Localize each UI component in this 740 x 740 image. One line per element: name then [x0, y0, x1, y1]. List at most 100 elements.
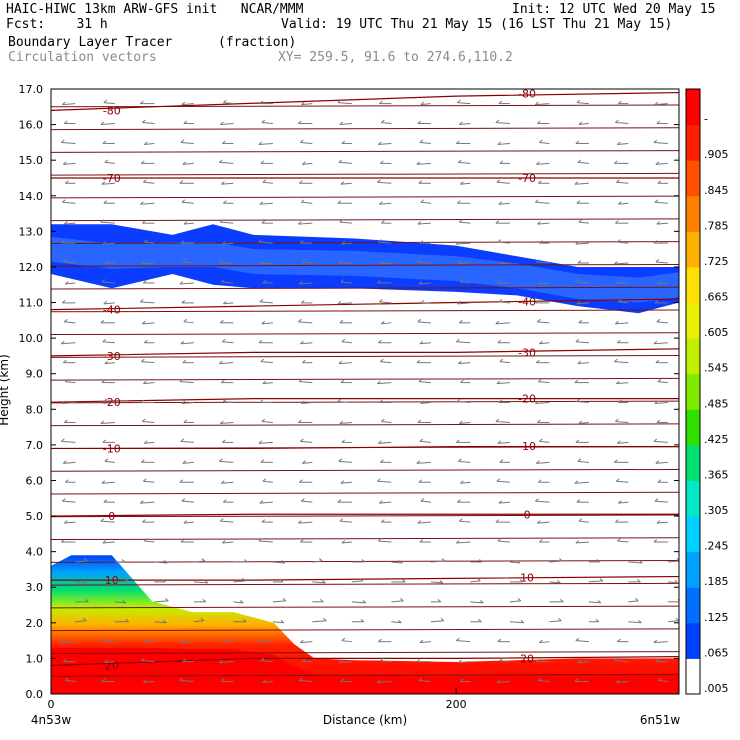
circulation-vector-head: [143, 638, 148, 643]
circulation-vector-head: [597, 599, 602, 604]
circulation-vector: [667, 581, 678, 584]
circulation-vector: [341, 242, 352, 245]
circulation-vector: [458, 161, 471, 164]
temperature-contour-label: -70: [518, 172, 536, 185]
circulation-vector-head: [402, 579, 406, 583]
circulation-vector-head: [104, 260, 109, 264]
circulation-vector-head: [362, 599, 367, 604]
circulation-vector: [657, 282, 668, 285]
circulation-vector-head: [538, 479, 542, 483]
colorbar-segment: [686, 373, 700, 410]
circulation-vector-head: [103, 99, 108, 103]
circulation-vector-head: [535, 300, 539, 304]
circulation-vector: [65, 381, 76, 384]
circulation-vector-head: [262, 478, 267, 482]
circulation-vector: [181, 402, 194, 405]
circulation-vector: [617, 142, 629, 145]
circulation-vector: [101, 481, 115, 484]
circulation-vector-head: [578, 518, 583, 522]
background-contour-line: [51, 355, 679, 358]
circulation-vector-head: [381, 519, 385, 523]
circulation-vector-head: [338, 260, 343, 264]
circulation-vector: [340, 481, 352, 484]
colorbar-segment: [686, 195, 700, 232]
circulation-vector-head: [419, 240, 424, 244]
circulation-vector-head: [139, 399, 144, 403]
circulation-vector-head: [614, 160, 618, 164]
circulation-vector-head: [104, 360, 109, 365]
circulation-vector: [179, 381, 194, 384]
temperature-contour-label: -10: [103, 442, 121, 455]
circulation-vector: [379, 301, 392, 304]
temperature-contour-label: -80: [518, 88, 536, 101]
circulation-vector: [193, 581, 208, 584]
circulation-vector-head: [654, 199, 659, 203]
circulation-vector-head: [496, 478, 501, 482]
circulation-vector: [653, 641, 668, 644]
circulation-vector-head: [676, 558, 679, 561]
circulation-vector-head: [498, 399, 503, 403]
circulation-vector: [417, 521, 431, 524]
circulation-vector: [537, 321, 550, 324]
circulation-vector-head: [180, 438, 185, 442]
circulation-vector-head: [139, 500, 144, 504]
circulation-vector-head: [419, 539, 424, 543]
circulation-vector: [391, 621, 402, 624]
circulation-vector: [577, 161, 589, 164]
circulation-vector-head: [337, 99, 342, 103]
circulation-vector: [182, 261, 194, 264]
circulation-vector-head: [220, 219, 224, 223]
circulation-vector-head: [64, 378, 69, 382]
circulation-vector-head: [322, 580, 326, 584]
circulation-vector: [549, 560, 563, 563]
circulation-vector-head: [459, 420, 463, 424]
circulation-vector-head: [535, 400, 539, 404]
colorbar-segment: [686, 444, 700, 481]
header-init-time: Init: 12 UTC Wed 20 May 15: [512, 2, 716, 17]
circulation-vector-head: [498, 100, 503, 104]
circulation-vector: [535, 103, 550, 106]
circulation-vector-head: [301, 400, 305, 404]
circulation-vector-head: [221, 181, 225, 185]
circulation-vector-head: [496, 280, 501, 284]
circulation-vector-head: [337, 301, 342, 305]
circulation-vector-head: [340, 379, 345, 383]
circulation-vector-head: [537, 221, 541, 225]
circulation-vector-head: [82, 617, 87, 622]
circulation-vector-head: [378, 339, 382, 344]
circulation-vector: [378, 241, 392, 244]
circulation-vector: [391, 561, 403, 564]
circulation-vector: [536, 162, 550, 165]
circulation-vector-head: [516, 560, 521, 564]
circulation-vector-head: [222, 241, 226, 245]
circulation-vector: [420, 402, 431, 405]
circulation-vector-head: [219, 458, 223, 462]
circulation-vector: [416, 261, 431, 264]
temperature-contour-label: 20: [520, 652, 534, 665]
circulation-vector: [380, 361, 392, 364]
circulation-vector-head: [201, 558, 206, 562]
circulation-vector-head: [460, 379, 464, 383]
circulation-vector: [143, 681, 155, 684]
circulation-vector-head: [282, 597, 287, 602]
circulation-vector: [615, 122, 629, 125]
background-contour-line: [51, 150, 679, 153]
circulation-vector-head: [577, 159, 582, 163]
circulation-vector: [509, 600, 521, 603]
circulation-vector: [616, 681, 629, 684]
circulation-vector: [535, 201, 550, 204]
circulation-vector-head: [576, 301, 581, 305]
circulation-vector-head: [615, 220, 619, 224]
circulation-vector-head: [499, 160, 504, 164]
circulation-vector-head: [220, 518, 224, 522]
circulation-vector-head: [456, 241, 460, 245]
circulation-vector-head: [417, 120, 422, 124]
circulation-vector-head: [103, 499, 108, 503]
circulation-vector-head: [655, 658, 660, 662]
circulation-vector-head: [655, 259, 660, 263]
circulation-vector-head: [656, 419, 661, 423]
circulation-vector-head: [657, 281, 662, 285]
circulation-vector: [223, 102, 234, 105]
circulation-vector: [104, 362, 115, 365]
circulation-vector-head: [477, 578, 481, 582]
